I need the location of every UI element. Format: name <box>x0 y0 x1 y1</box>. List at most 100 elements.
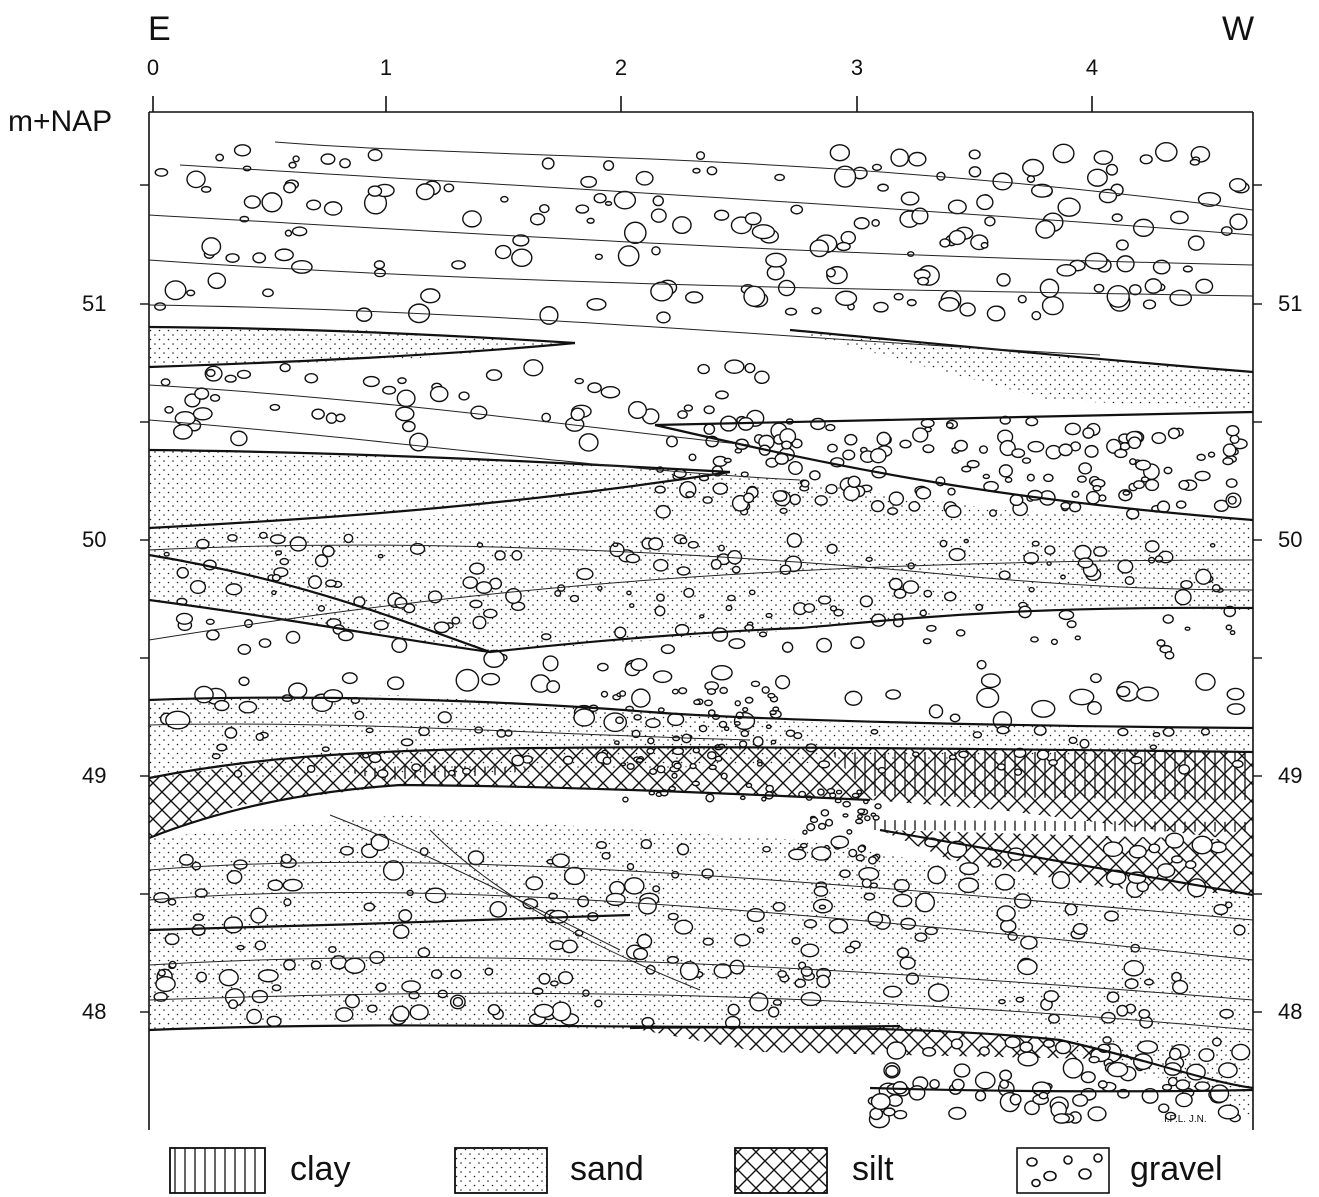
gravel-pebble <box>1220 226 1233 236</box>
gravel-pebble <box>1194 1081 1211 1092</box>
gravel-pebble <box>437 989 448 999</box>
gravel-pebble <box>882 985 902 998</box>
gravel-pebble <box>391 637 408 654</box>
gravel-pebble <box>767 692 776 699</box>
gravel-pebble <box>1030 183 1053 198</box>
gravel-pebble <box>153 892 170 904</box>
gravel-pebble <box>1115 239 1129 251</box>
gravel-pebble <box>576 567 594 581</box>
y-tick-label-right: 50 <box>1278 527 1303 552</box>
gravel-pebble <box>1106 1061 1129 1078</box>
gravel-pebble <box>482 608 498 619</box>
gravel-pebble <box>742 706 749 713</box>
gravel-pebble <box>600 690 609 698</box>
gravel-pebble <box>574 377 584 385</box>
gravel-pebble <box>920 418 935 428</box>
gravel-pebble <box>872 814 880 821</box>
y-tick-label-left: 50 <box>82 527 107 552</box>
gravel-pebble <box>1041 295 1064 316</box>
gravel-pebble <box>164 405 174 414</box>
layer-boundary <box>149 861 1253 921</box>
gravel-pebble <box>676 843 690 856</box>
gravel-pebble <box>475 581 493 594</box>
gravel-pebble <box>1043 990 1060 1003</box>
gravel-pebble <box>752 736 764 747</box>
gravel-pebble <box>715 390 729 400</box>
gravel-pebble <box>283 898 292 907</box>
layer-boundary <box>149 341 576 369</box>
gravel-pebble <box>959 302 976 317</box>
gravel-pebble <box>1144 278 1163 294</box>
gravel-pebble <box>192 913 205 922</box>
gravel-pebble <box>908 1085 926 1101</box>
gravel-pebble <box>306 199 322 211</box>
gravel-pebble <box>1196 453 1206 461</box>
gravel-pebble <box>494 550 506 561</box>
gravel-pebble <box>802 829 808 835</box>
gravel-pebble <box>1011 448 1026 459</box>
gravel-pebble <box>481 672 501 686</box>
gravel-pebble <box>291 259 313 274</box>
gravel-pebble <box>225 253 240 263</box>
gravel-pebble <box>283 959 296 971</box>
gravel-pebble <box>885 689 902 700</box>
gravel-pebble <box>467 850 485 866</box>
gravel-pebble <box>321 545 335 558</box>
gravel-pebble <box>775 675 791 690</box>
gravel-pebble <box>743 285 766 307</box>
gravel-pebble <box>671 870 680 879</box>
gravel-pebble <box>839 869 851 879</box>
gravel-pebble <box>627 400 648 420</box>
gravel-pebble <box>842 813 849 818</box>
gravel-pebble <box>1213 903 1229 916</box>
gravel-pebble <box>692 747 701 754</box>
gravel-pebble <box>689 762 697 770</box>
gravel-pebble <box>958 877 980 894</box>
layer-boundary <box>274 141 1253 211</box>
gravel-pebble <box>989 858 1002 868</box>
gravel-pebble <box>1135 459 1152 471</box>
gravel-pebble <box>1014 893 1032 909</box>
gravel-pebble <box>266 1015 282 1028</box>
gravel-pebble <box>683 404 694 412</box>
gravel-pebble <box>462 767 472 775</box>
gravel-pebble <box>1033 725 1047 736</box>
y-ticks <box>140 184 1262 1013</box>
gravel-pebble <box>269 403 281 411</box>
gravel-pebble <box>703 405 715 415</box>
gravel-pebble <box>279 362 291 373</box>
gravel-pebble <box>687 540 699 549</box>
gravel-pebble <box>373 619 389 631</box>
gravel-pebble <box>1086 168 1108 187</box>
gravel-pebble <box>1128 284 1142 296</box>
gravel-pebble <box>586 217 595 224</box>
gravel-pebble <box>1224 901 1233 909</box>
gravel-pebble <box>1225 478 1238 489</box>
gravel-pebble <box>863 892 876 901</box>
gravel-pebble <box>458 391 470 401</box>
gravel-pebble <box>1027 440 1045 453</box>
gravel-pebble <box>1023 552 1040 565</box>
gravel-pebble <box>1132 218 1155 237</box>
gravel-pebble <box>262 288 274 298</box>
gravel-pebble <box>280 853 293 864</box>
layer-boundary <box>329 814 621 951</box>
legend-clay-swatch <box>169 1147 266 1194</box>
gravel-pebble <box>386 676 405 691</box>
gravel-pebble <box>1175 1079 1191 1091</box>
gravel-pebble <box>809 816 819 824</box>
clay-strip <box>870 820 1253 832</box>
legend <box>169 1147 1110 1194</box>
legend-label-gravel: gravel <box>1130 1150 1223 1188</box>
gravel-pebble <box>1175 500 1187 509</box>
x-tick-label: 1 <box>379 55 393 80</box>
gravel-pebble <box>448 769 456 777</box>
gravel-pebble <box>1114 448 1128 459</box>
gravel-pebble <box>1106 284 1130 308</box>
gravel-pebble <box>915 892 936 913</box>
gravel-pebble <box>1074 544 1092 561</box>
gravel-pebble <box>698 724 708 733</box>
gravel-pebble <box>924 926 938 936</box>
gravel-pebble <box>1229 630 1236 636</box>
gravel-pebble <box>403 603 416 614</box>
